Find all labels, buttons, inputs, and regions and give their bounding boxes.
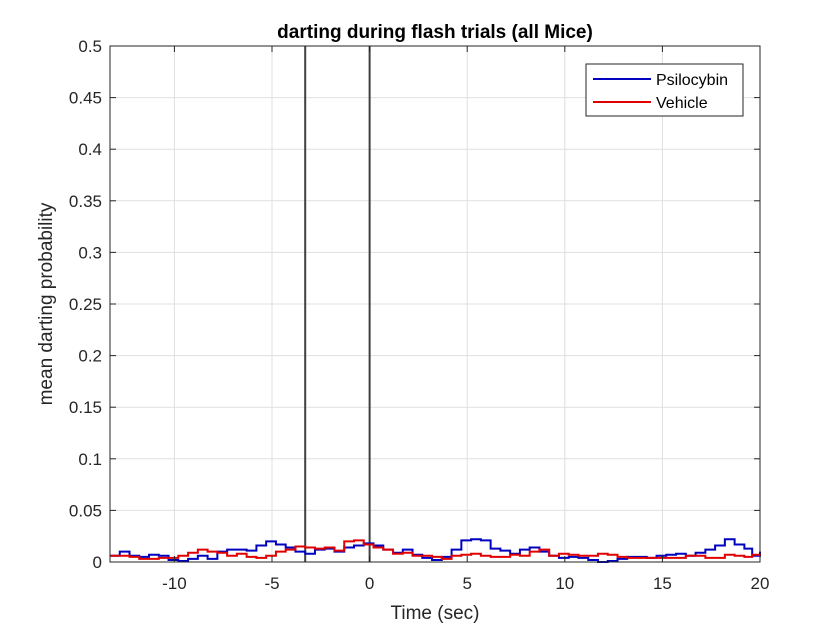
y-tick-label: 0.3 (78, 243, 102, 262)
x-tick-label: -10 (162, 574, 187, 593)
legend: Psilocybin Vehicle (585, 63, 744, 117)
legend-label: Vehicle (656, 95, 708, 112)
y-tick-label: 0.45 (69, 89, 102, 108)
y-tick-label: 0.15 (69, 398, 102, 417)
y-tick-label: 0.35 (69, 192, 102, 211)
x-tick-label: 10 (555, 574, 574, 593)
y-tick-label: 0.4 (78, 140, 102, 159)
y-tick-label: 0.25 (69, 295, 102, 314)
legend-box (585, 63, 744, 117)
x-axis-label: Time (sec) (390, 603, 479, 624)
x-tick-label: 15 (653, 574, 672, 593)
reference-lines (304, 46, 371, 562)
y-tick-label: 0 (93, 553, 102, 572)
series-line-vehicle (110, 539, 761, 560)
y-tick-label: 0.5 (78, 37, 102, 56)
y-tick-label: 0.1 (78, 450, 102, 469)
y-axis-label: mean darting probability (36, 202, 57, 405)
x-axis-ticks: -10 -5 0 5 10 15 20 (162, 46, 769, 593)
y-tick-label: 0.05 (69, 501, 102, 520)
y-axis-ticks: 0 0.05 0.1 0.15 0.2 0.25 0.3 0.35 0.4 0.45 0.5 (69, 37, 760, 572)
series-group (110, 538, 761, 563)
y-tick-label: 0.2 (78, 347, 102, 366)
x-tick-label: -5 (264, 574, 279, 593)
chart-title: darting during flash trials (all Mice) (277, 22, 593, 43)
x-tick-label: 20 (751, 574, 770, 593)
x-tick-label: 0 (365, 574, 374, 593)
x-tick-label: 5 (462, 574, 471, 593)
legend-label: Psilocybin (656, 72, 728, 89)
